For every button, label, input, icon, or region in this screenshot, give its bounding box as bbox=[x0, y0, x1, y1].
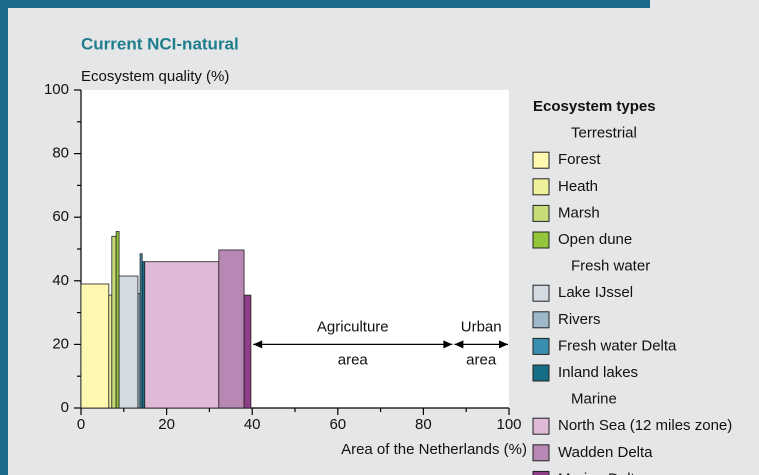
legend-swatch bbox=[532, 284, 550, 302]
annotation-label: area bbox=[338, 351, 369, 368]
y-tick-label: 80 bbox=[52, 145, 69, 162]
legend-label: Forest bbox=[558, 151, 601, 168]
x-tick-label: 100 bbox=[496, 416, 521, 433]
bar bbox=[144, 261, 220, 409]
bar bbox=[243, 294, 252, 409]
arrow-head bbox=[253, 340, 263, 349]
legend-group: Terrestrial bbox=[571, 125, 637, 142]
bar bbox=[108, 294, 113, 409]
legend-swatch bbox=[532, 417, 550, 435]
legend-label: Rivers bbox=[558, 311, 601, 328]
y-tick-label: 20 bbox=[52, 335, 69, 352]
legend-swatch bbox=[532, 151, 550, 169]
arrow-head bbox=[443, 340, 453, 349]
annotation-label: area bbox=[466, 351, 497, 368]
y-tick-label: 100 bbox=[44, 81, 69, 98]
legend-label: Marine Delta bbox=[558, 470, 644, 475]
bar bbox=[115, 231, 120, 409]
y-tick-label: 40 bbox=[52, 272, 69, 289]
legend-label: Lake IJssel bbox=[558, 284, 633, 301]
legend-label: Heath bbox=[558, 178, 598, 195]
bar bbox=[80, 283, 110, 409]
legend-swatch bbox=[532, 311, 550, 329]
legend-swatch bbox=[532, 204, 550, 222]
legend-swatch bbox=[532, 231, 550, 249]
x-tick-label: 20 bbox=[158, 416, 175, 433]
legend-label: Open dune bbox=[558, 231, 632, 248]
legend-title: Ecosystem types bbox=[533, 98, 656, 115]
x-tick-label: 40 bbox=[244, 416, 261, 433]
legend-label: Inland lakes bbox=[558, 364, 638, 381]
x-tick-label: 80 bbox=[415, 416, 432, 433]
left-band bbox=[0, 0, 8, 475]
legend-group: Marine bbox=[571, 391, 617, 408]
legend-swatch bbox=[532, 178, 550, 196]
x-tick-label: 60 bbox=[329, 416, 346, 433]
bar bbox=[111, 235, 117, 409]
y-tick-label: 60 bbox=[52, 208, 69, 225]
legend-label: Wadden Delta bbox=[558, 444, 653, 461]
y-axis-label: Ecosystem quality (%) bbox=[81, 68, 229, 85]
legend-swatch bbox=[532, 364, 550, 382]
bar bbox=[218, 249, 245, 409]
annotation-label: Agriculture bbox=[317, 318, 389, 335]
top-band bbox=[0, 0, 650, 8]
x-axis-label: Area of the Netherlands (%) bbox=[341, 441, 527, 458]
arrow-head bbox=[499, 340, 508, 349]
x-tick-label: 0 bbox=[77, 416, 85, 433]
legend-swatch bbox=[532, 444, 550, 462]
arrow-head bbox=[454, 340, 464, 349]
chart-title: Current NCI-natural bbox=[81, 34, 239, 53]
legend-label: Marsh bbox=[558, 204, 600, 221]
legend-label: North Sea (12 miles zone) bbox=[558, 417, 732, 434]
y-tick-label: 0 bbox=[61, 399, 69, 416]
legend-label: Fresh water Delta bbox=[558, 337, 677, 354]
annotation-label: Urban bbox=[461, 318, 502, 335]
legend-group: Fresh water bbox=[571, 258, 650, 275]
legend-swatch bbox=[532, 470, 550, 475]
legend-swatch bbox=[532, 337, 550, 355]
bar bbox=[118, 275, 139, 409]
